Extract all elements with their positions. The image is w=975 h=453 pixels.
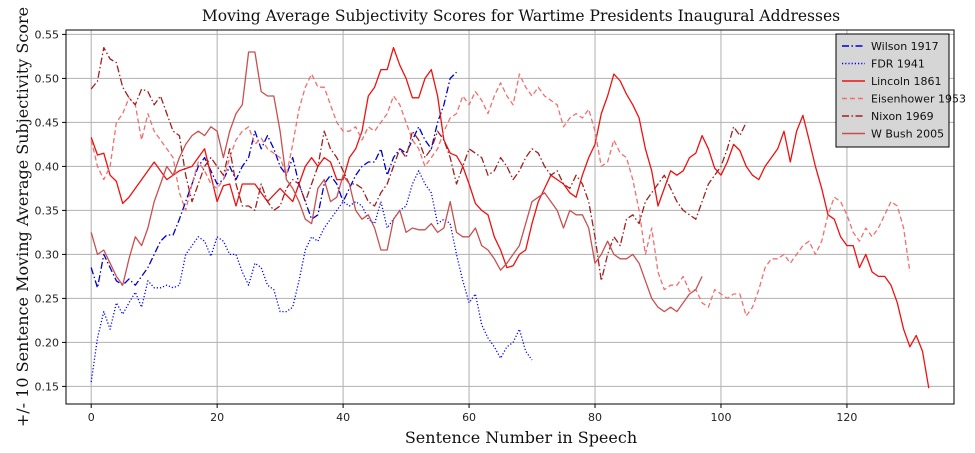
legend-label: W Bush 2005 [871, 128, 944, 141]
y-tick-label: 0.50 [35, 72, 60, 85]
y-tick-label: 0.20 [35, 336, 60, 349]
y-tick-label: 0.35 [35, 204, 60, 217]
y-tick-label: 0.25 [35, 292, 60, 305]
x-tick-label: 100 [710, 411, 731, 424]
y-tick-label: 0.15 [35, 380, 60, 393]
x-tick-label: 0 [88, 411, 95, 424]
x-axis-title: Sentence Number in Speech [405, 428, 637, 447]
plot-frame [65, 29, 955, 405]
x-tick-label: 120 [836, 411, 857, 424]
y-tick-label: 0.30 [35, 248, 60, 261]
series-line-lincoln-1861 [90, 46, 930, 389]
y-tick-label: 0.40 [35, 160, 60, 173]
tick-layer: 0 20 40 60 80 100 120 0.15 0.20 0.25 0.30 0.35 0.40 0… [35, 28, 858, 424]
x-tick-label: 20 [210, 411, 224, 424]
x-tick-label: 40 [336, 411, 350, 424]
series-layer [90, 46, 930, 389]
legend-label: Wilson 1917 [871, 40, 939, 53]
series-line-fdr-1941 [90, 170, 533, 383]
y-axis-title: +/- 10 Sentence Moving Average Subjectiv… [13, 7, 32, 427]
legend-label: FDR 1941 [871, 58, 925, 71]
legend-label: Nixon 1969 [871, 110, 934, 123]
series-line-wilson-1917 [90, 71, 457, 289]
series-line-w-bush-2005 [90, 51, 703, 313]
legend: Wilson 1917 FDR 1941 Lincoln 1861 Eisenhowe… [835, 33, 966, 148]
y-tick-label: 0.55 [35, 28, 60, 41]
x-tick-label: 60 [462, 411, 476, 424]
grid-layer [66, 30, 954, 404]
chart-title: Moving Average Subjectivity Scores for W… [202, 7, 840, 25]
y-tick-label: 0.45 [35, 116, 60, 129]
series-line-eisenhower-1953 [90, 73, 911, 317]
x-tick-label: 80 [588, 411, 602, 424]
legend-label: Eisenhower 1953 [871, 93, 966, 106]
series-line-nixon-1969 [90, 46, 747, 282]
legend-label: Lincoln 1861 [871, 75, 941, 88]
legend-box [835, 33, 950, 148]
